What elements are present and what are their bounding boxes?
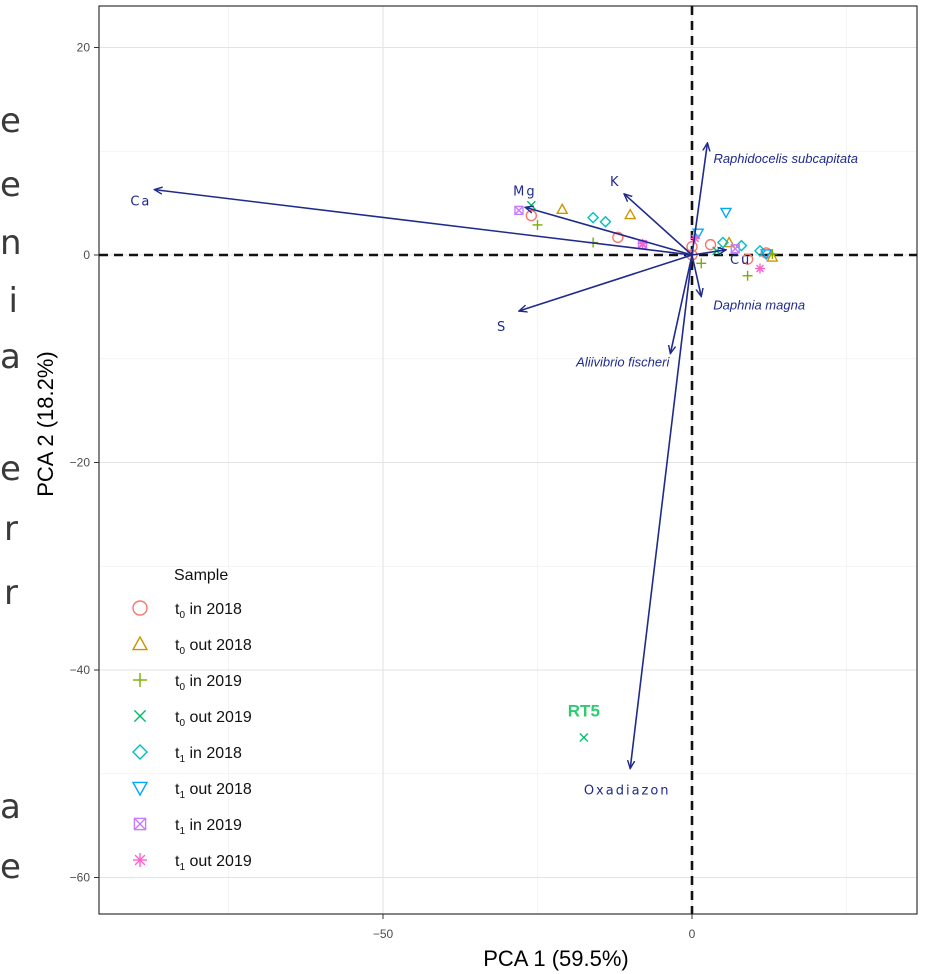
side-letter: e [0,449,21,489]
legend-key [132,600,148,616]
loading-arrow [691,143,707,256]
loading-label: Daphnia magna [713,298,805,313]
y-tick-label: 0 [83,248,90,262]
data-point [696,258,707,269]
data-point [624,208,637,220]
legend: Sample t0 in 2018 t0 out 2018 t0 in 2019 t0 … [131,567,252,873]
side-letter: a [0,787,21,827]
legend-label: t1 in 2018 [175,745,242,765]
loading-arrow [154,190,693,256]
data-point [587,211,600,224]
data-point [741,253,754,265]
side-letter: r [4,573,18,613]
loading-arrow [691,250,726,256]
loading-arrow [624,194,693,256]
x-tick-label: 0 [689,927,696,941]
loading-arrow [519,254,693,311]
loading-label: K [610,175,621,190]
data-point [525,209,538,222]
data-point [759,249,773,261]
data-point [730,244,740,254]
side-letter: e [0,101,21,141]
legend-label: t0 out 2019 [175,709,252,729]
data-point [532,219,543,230]
legend-key [131,635,149,651]
legend-key [133,709,147,723]
side-letter: r [4,509,18,549]
y-tick-label: −60 [70,871,91,885]
loading-arrows: Ca Mg K S Cu Raphidocelis subcapitata Daphnia … [130,143,858,799]
data-point [753,244,766,257]
data-point [735,239,748,252]
data-point [579,732,589,742]
data-point [754,263,765,274]
data-point [719,207,733,219]
legend-label: t0 out 2018 [175,637,252,657]
axis-ticks: −50 0 20 0 −20 −40 −60 [70,41,696,942]
data-point [599,215,612,228]
y-tick-label: −20 [70,456,91,470]
data-point [704,238,717,251]
y-tick-label: −40 [70,663,91,677]
side-letter: e [0,847,21,887]
legend-key [131,781,149,797]
loading-label: Cu [730,253,751,268]
legend-label: t1 out 2019 [175,853,252,873]
loading-label: Raphidocelis subcapitata [713,151,858,166]
data-point [514,205,524,216]
side-letter: a [0,337,21,377]
y-axis-title: PCA 2 (18.2%) [33,351,58,497]
legend-key [133,817,147,831]
loading-label: Oxadiazon [584,784,671,799]
legend-label: t0 in 2018 [175,601,242,621]
loading-label: Mg [513,184,536,199]
data-point [766,250,779,262]
legend-label: t0 in 2019 [175,673,242,693]
x-axis-title: PCA 1 (59.5%) [483,946,629,971]
loading-arrow [691,254,701,297]
data-point [612,231,624,244]
legend-title: Sample [174,567,228,584]
side-letter: n [0,223,22,263]
side-letter: i [8,281,18,321]
legend-label: t1 in 2019 [175,817,242,837]
legend-key [132,744,148,760]
loading-label: S [497,320,507,335]
loading-label: Aliivibrio fischeri [575,355,670,370]
data-point [556,202,569,215]
x-tick-label: −50 [373,927,394,941]
loading-label: Ca [130,195,151,210]
grid [99,6,917,914]
side-letter: e [0,165,21,205]
y-tick-label: 20 [77,41,91,55]
point-annotation: RT5 [568,702,600,721]
plot-panel-border [98,5,918,915]
loading-arrow [670,254,693,354]
loading-arrow [525,207,693,256]
zero-lines [99,6,917,914]
data-point [742,270,753,281]
legend-key [133,673,147,687]
legend-key [133,853,147,867]
loading-arrow [630,254,693,769]
legend-label: t1 out 2018 [175,781,252,801]
sample-points [514,200,779,742]
